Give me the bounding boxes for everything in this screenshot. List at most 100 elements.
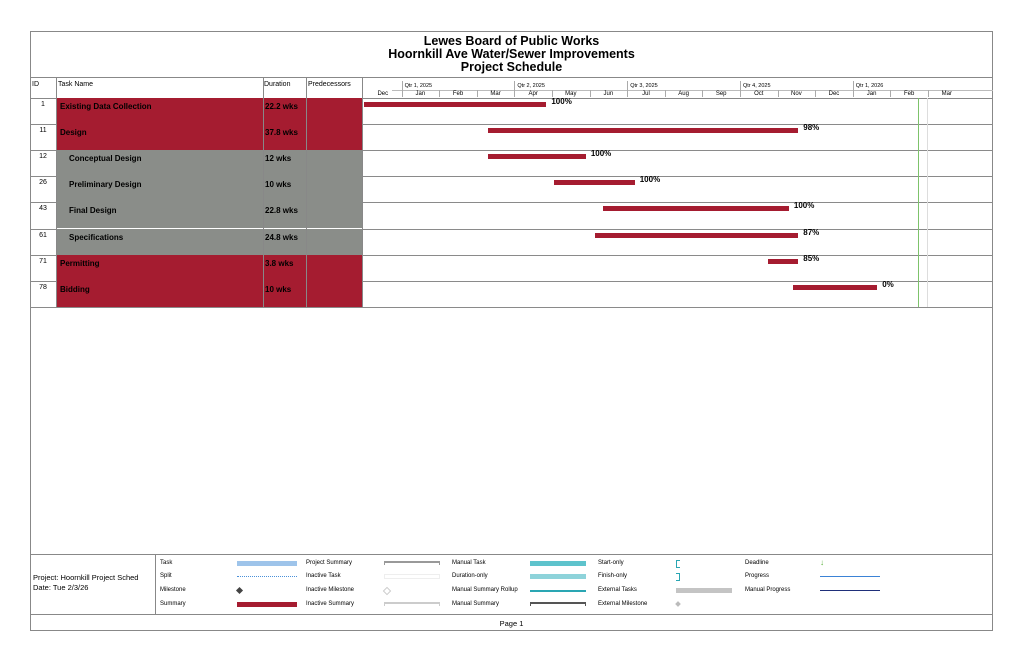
- task-duration[interactable]: 22.2 wks: [263, 98, 306, 125]
- timescale-month: Feb: [904, 91, 915, 97]
- timescale-tick: [702, 90, 704, 97]
- task-name[interactable]: Existing Data Collection: [57, 98, 263, 125]
- task-duration[interactable]: 24.8 wks: [263, 228, 306, 255]
- task-name[interactable]: Permitting: [57, 254, 263, 281]
- timescale-quarter-tick: [740, 81, 741, 90]
- task-id: 71: [39, 257, 47, 265]
- task-duration[interactable]: 12 wks: [263, 150, 306, 177]
- column-header-task-name[interactable]: Task Name: [58, 81, 94, 88]
- timescale-tick: [664, 90, 666, 97]
- legend-label: Finish-only: [598, 573, 628, 579]
- timescale-tick: [852, 90, 854, 97]
- legend-label: Summary: [160, 601, 186, 607]
- row-separator: [30, 254, 993, 256]
- page-number: Page 1: [499, 619, 524, 628]
- legend-date: Date: Tue 2/3/26: [33, 583, 89, 592]
- legend-split-swatch: [237, 576, 297, 577]
- task-duration[interactable]: 22.8 wks: [263, 202, 306, 229]
- row-separator: [30, 306, 993, 308]
- gantt-bar[interactable]: [553, 180, 635, 186]
- timescale-tick: [514, 90, 516, 97]
- row-separator: [30, 280, 993, 282]
- gantt-bar-percent: 98%: [803, 123, 820, 133]
- task-name[interactable]: Conceptual Design: [57, 150, 263, 177]
- timescale-month: Jul: [642, 91, 650, 97]
- deadline-arrow-icon: ↓: [820, 558, 824, 567]
- task-predecessors[interactable]: [306, 176, 362, 203]
- gantt-bar[interactable]: [595, 232, 799, 238]
- legend-task-swatch: [237, 561, 297, 566]
- gantt-bar[interactable]: [602, 206, 789, 212]
- task-id: 12: [39, 153, 47, 161]
- gantt-bar[interactable]: [792, 284, 878, 290]
- legend-label: Inactive Task: [306, 573, 341, 579]
- legend-bottom-rule: [30, 614, 993, 615]
- timescale-month: Sep: [715, 91, 727, 97]
- gantt-bar[interactable]: [488, 154, 586, 160]
- task-predecessors[interactable]: [306, 124, 362, 151]
- header-top-rule: [30, 77, 993, 78]
- gantt-bar[interactable]: [768, 258, 799, 264]
- task-predecessors[interactable]: [306, 254, 362, 281]
- report-title-line1: Lewes Board of Public Works: [423, 34, 600, 48]
- timescale-month: Dec: [828, 91, 840, 97]
- timescale-month: Mar: [490, 91, 501, 97]
- task-id: 11: [39, 127, 47, 135]
- task-predecessors[interactable]: [306, 228, 362, 255]
- task-predecessors[interactable]: [306, 150, 362, 177]
- task-duration[interactable]: 37.8 wks: [263, 124, 306, 151]
- column-header-duration[interactable]: Duration: [264, 81, 291, 88]
- status-date-line: [918, 98, 919, 307]
- timescale-month: Mar: [941, 91, 952, 97]
- timescale-quarter-tick: [514, 81, 516, 90]
- legend-label: Milestone: [160, 587, 186, 593]
- task-duration[interactable]: 10 wks: [263, 280, 306, 307]
- column-header-predecessors[interactable]: Predecessors: [308, 81, 351, 88]
- timescale-tick: [890, 90, 892, 97]
- timescale-month: Jan: [866, 91, 877, 97]
- task-id: 1: [41, 101, 45, 108]
- timescale-month: Jan: [415, 91, 426, 97]
- legend-divider: [155, 554, 156, 614]
- timescale-month: Dec: [377, 91, 389, 97]
- legend-label: Manual Task: [452, 560, 486, 566]
- gantt-bar-percent: 100%: [793, 201, 815, 211]
- timescale-tick: [740, 90, 741, 97]
- timescale-month: Feb: [452, 91, 464, 97]
- legend-label: Progress: [745, 573, 770, 579]
- timescale-tick: [401, 90, 403, 97]
- legend-label: Split: [160, 573, 172, 579]
- gantt-bar[interactable]: [364, 102, 547, 107]
- task-name[interactable]: Design: [57, 124, 263, 151]
- timescale-month: Jun: [603, 91, 614, 97]
- legend-progress-swatch: [820, 576, 880, 577]
- column-header-id[interactable]: ID: [32, 81, 39, 88]
- task-name[interactable]: Bidding: [57, 280, 263, 307]
- gantt-bar[interactable]: [488, 128, 799, 134]
- column-divider: [56, 77, 57, 307]
- timescale-tick: [777, 90, 779, 97]
- task-predecessors[interactable]: [306, 280, 362, 307]
- task-duration[interactable]: 10 wks: [263, 176, 306, 203]
- legend-label: External Milestone: [598, 601, 648, 607]
- start-only-icon: [676, 560, 680, 568]
- timescale-quarter-tick: [627, 81, 629, 90]
- legend-label: Duration-only: [452, 573, 488, 579]
- gantt-bar-percent: 87%: [803, 227, 820, 237]
- legend-label: Manual Summary Rollup: [452, 587, 518, 593]
- task-duration[interactable]: 3.8 wks: [263, 254, 306, 281]
- legend-project-summary-swatch: [384, 561, 440, 565]
- timescale-quarter: Qtr 3, 2025: [630, 83, 658, 89]
- task-name[interactable]: Preliminary Design: [57, 176, 263, 203]
- task-name[interactable]: Final Design: [57, 202, 263, 229]
- task-predecessors[interactable]: [306, 202, 362, 229]
- gantt-bar-percent: 0%: [882, 279, 894, 289]
- timescale-tick: [815, 90, 817, 97]
- task-name[interactable]: Specifications: [57, 228, 263, 255]
- task-id: 78: [39, 283, 47, 291]
- task-predecessors[interactable]: [306, 98, 362, 125]
- legend-external-tasks-swatch: [676, 588, 732, 593]
- timescale-month: Aug: [678, 91, 689, 97]
- report-title-line2: Hoornkill Ave Water/Sewer Improvements: [388, 47, 635, 61]
- legend-project-name: Project: Hoornkill Project Sched: [33, 573, 139, 582]
